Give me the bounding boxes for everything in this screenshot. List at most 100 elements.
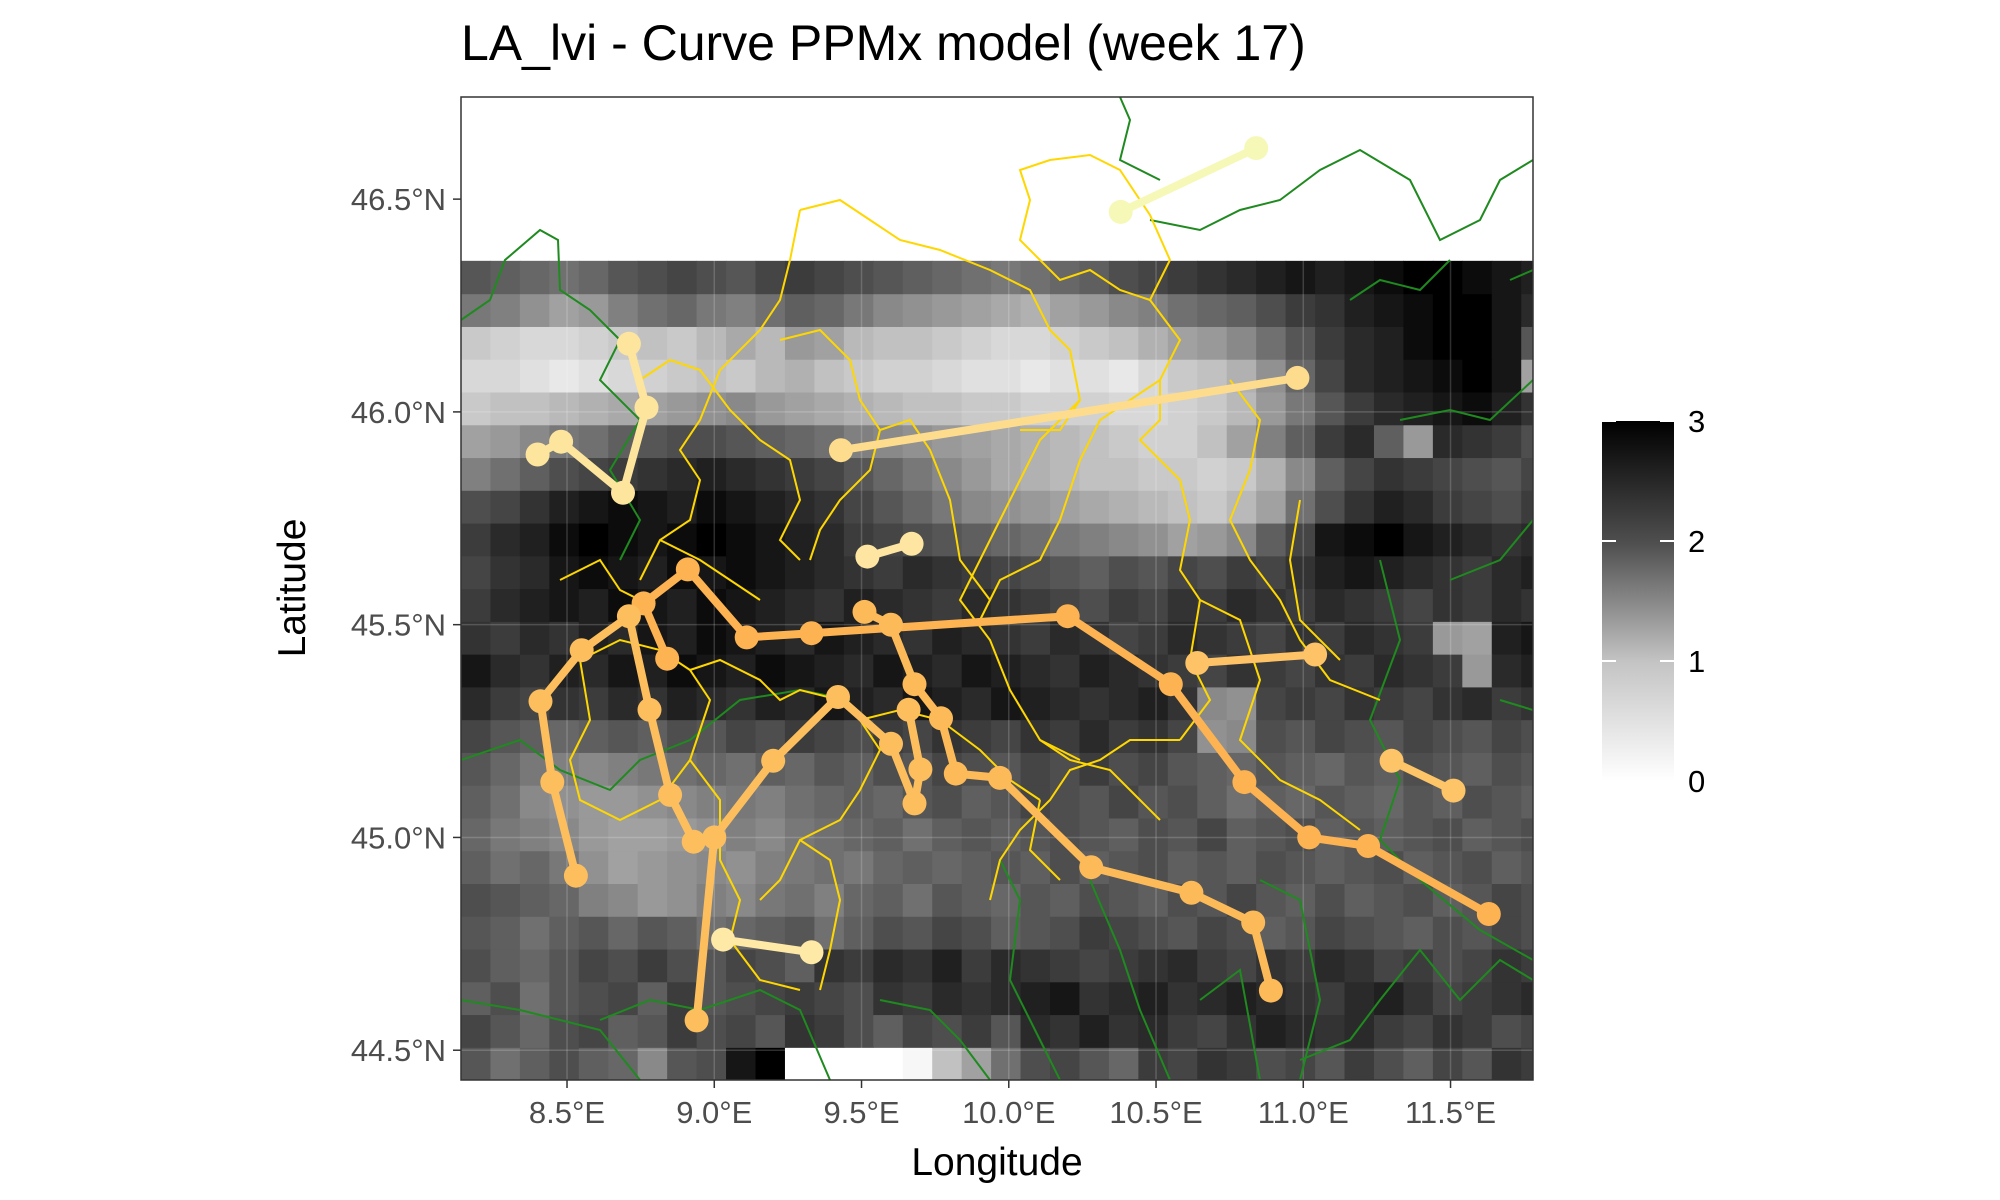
raster-cell — [1108, 1047, 1139, 1080]
trajectory-line — [1116, 144, 1261, 216]
raster-cell — [578, 326, 609, 360]
y-tick-label: 45.5°N — [351, 608, 446, 643]
raster-cell — [784, 490, 816, 524]
raster-cell — [1079, 817, 1110, 852]
raster-cell — [1462, 490, 1493, 524]
raster-cell — [814, 1014, 845, 1048]
raster-cell — [1079, 490, 1110, 524]
raster-cell — [873, 916, 904, 950]
raster-cell — [991, 981, 1022, 1016]
province-boundaries — [559, 153, 1381, 991]
raster-cell — [1344, 359, 1375, 393]
x-tick-label: 11.5°E — [1405, 1095, 1496, 1130]
raster-cell — [1491, 359, 1522, 393]
raster-cell — [461, 981, 492, 1016]
raster-cell — [1108, 817, 1139, 852]
raster-cell — [461, 260, 492, 295]
raster-cell — [814, 555, 845, 590]
raster-cell — [1462, 621, 1493, 655]
trajectory-point — [899, 531, 924, 556]
raster-cell — [1020, 555, 1051, 590]
raster-cell — [1403, 1047, 1434, 1080]
raster-cell — [1256, 490, 1287, 524]
raster-cell — [637, 522, 668, 557]
raster-cell — [726, 260, 757, 295]
raster-cell — [1315, 424, 1346, 459]
raster-cell — [608, 916, 639, 950]
raster-cell — [1197, 391, 1228, 426]
raster-cell — [873, 1014, 904, 1048]
raster-cell — [843, 916, 874, 950]
raster-cell — [1020, 359, 1051, 393]
raster-cell — [873, 359, 904, 393]
raster-cell — [667, 260, 698, 295]
raster-cell — [755, 719, 786, 753]
y-tick-label: 45.0°N — [351, 820, 446, 855]
raster-cell — [519, 293, 550, 327]
raster-cell — [961, 326, 992, 360]
raster-cell — [1403, 326, 1434, 360]
raster-cell — [1403, 883, 1434, 917]
raster-cell — [755, 359, 786, 393]
trajectory-point — [799, 621, 824, 646]
raster-cell — [991, 948, 1022, 983]
raster-cell — [932, 1047, 963, 1080]
raster-cell — [519, 621, 550, 655]
raster-cell — [1167, 359, 1198, 393]
raster-cell — [755, 654, 786, 688]
raster-cell — [1373, 326, 1405, 360]
trajectory-line — [860, 607, 1275, 995]
raster-cell — [1462, 588, 1493, 622]
raster-cell — [578, 981, 609, 1016]
trajectory-point — [1244, 136, 1269, 161]
raster-cell — [461, 359, 492, 393]
raster-cell — [461, 490, 492, 524]
raster-cell — [1491, 588, 1522, 622]
trajectory-point — [852, 599, 877, 624]
raster-cell — [1373, 260, 1405, 295]
raster-cell — [608, 752, 639, 786]
raster-cell — [1285, 981, 1316, 1016]
raster-cell — [1079, 555, 1110, 590]
raster-cell — [1138, 948, 1169, 983]
raster-cell — [1403, 621, 1434, 655]
raster-cell — [578, 490, 609, 524]
trajectory-point — [1441, 778, 1466, 803]
raster-cell — [549, 981, 580, 1016]
raster-cell — [490, 588, 521, 622]
raster-cell — [1108, 1014, 1139, 1048]
raster-cell — [1108, 359, 1139, 393]
raster-cell — [1462, 1047, 1493, 1080]
raster-cell — [843, 883, 874, 917]
raster-cell — [1138, 522, 1169, 557]
raster-cell — [1197, 326, 1228, 360]
raster-cell — [637, 948, 668, 983]
trajectory-point — [569, 638, 594, 663]
raster-cell — [490, 555, 521, 590]
raster-cell — [902, 1014, 933, 1048]
raster-cell — [1432, 686, 1463, 721]
raster-cell — [1344, 752, 1375, 786]
raster-cell — [784, 850, 816, 884]
raster-cell — [873, 457, 904, 491]
raster-cell — [1373, 457, 1405, 491]
raster-cell — [1491, 850, 1522, 884]
raster-cell — [726, 457, 757, 491]
trajectory-point — [611, 480, 635, 505]
raster-cell — [1373, 490, 1405, 524]
raster-cell — [1491, 654, 1522, 688]
raster-cell — [1521, 1047, 1533, 1080]
raster-cell — [461, 686, 492, 721]
raster-cell — [637, 1047, 668, 1080]
trajectory-point — [761, 748, 786, 773]
raster-cell — [1226, 981, 1257, 1016]
raster-cell — [1521, 817, 1533, 852]
raster-cell — [1521, 686, 1533, 721]
raster-cell — [1226, 555, 1257, 590]
raster-cell — [1373, 1047, 1405, 1080]
raster-cell — [1138, 916, 1169, 950]
raster-cell — [1108, 948, 1139, 983]
raster-cell — [755, 326, 786, 360]
